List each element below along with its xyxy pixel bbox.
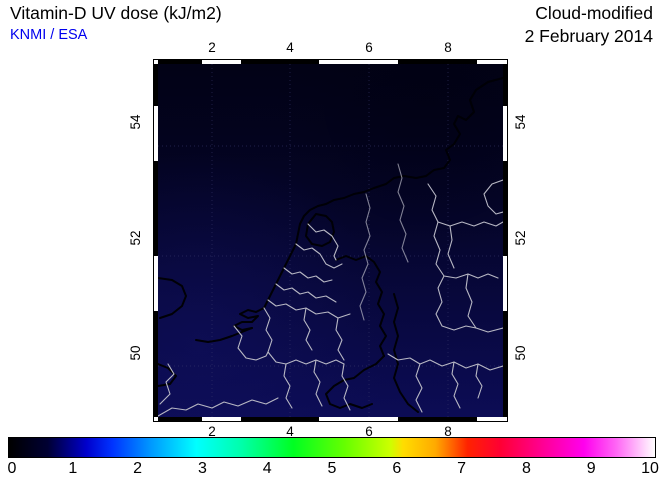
colorbar-tick-5: 5 [327,460,337,477]
y-tick-left-2: 50 [128,345,144,361]
coastlines [158,77,503,413]
colorbar-tick-4: 4 [262,460,272,477]
x-tick-bottom-2: 6 [365,424,373,439]
y-tick-right-1: 52 [513,230,529,246]
x-tick-top-2: 6 [365,40,373,55]
header-right: Cloud-modified 2 February 2014 [525,2,653,47]
map-frame-bottom [158,417,503,422]
x-tick-top-0: 2 [208,40,216,55]
colorbar-tick-1: 1 [68,460,78,477]
colorbar-tick-2: 2 [133,460,143,477]
colorbar-tick-7: 7 [457,460,467,477]
colorbar-tick-8: 8 [521,460,531,477]
page-title: Vitamin-D UV dose (kJ/m2) [10,3,222,23]
colorbar-tick-3: 3 [197,460,207,477]
product-mode-label: Cloud-modified [535,3,653,23]
date-label: 2 February 2014 [524,26,653,46]
x-tick-bottom-0: 2 [208,424,216,439]
graticule [158,64,503,417]
colorbar-tick-9: 9 [586,460,596,477]
colorbar-gradient [8,437,656,458]
map-frame-right [503,64,508,417]
credit-label: KNMI / ESA [10,27,88,43]
y-tick-left-1: 52 [128,230,144,246]
x-tick-bottom-1: 4 [286,424,294,439]
y-tick-left-0: 54 [128,114,144,130]
x-tick-top-3: 8 [444,40,452,55]
y-tick-right-0: 54 [513,114,529,130]
map-frame-top [158,59,503,64]
map-field-and-borders [158,64,503,417]
x-tick-bottom-3: 8 [444,424,452,439]
colorbar-tick-0: 0 [7,460,17,477]
colorbar-legend: 0 1 2 3 4 5 6 7 8 9 10 [7,437,659,480]
map-canvas [158,64,503,417]
map-frame-left [153,64,158,417]
uv-dose-map: 2 4 6 8 2 4 6 8 54 52 50 54 52 50 [128,40,528,439]
x-tick-top-1: 4 [286,40,294,55]
administrative-borders [158,163,503,417]
colorbar-tick-10: 10 [641,460,659,477]
header-left: Vitamin-D UV dose (kJ/m2) KNMI / ESA [10,2,410,45]
colorbar-tick-6: 6 [392,460,402,477]
y-tick-right-2: 50 [513,345,529,361]
